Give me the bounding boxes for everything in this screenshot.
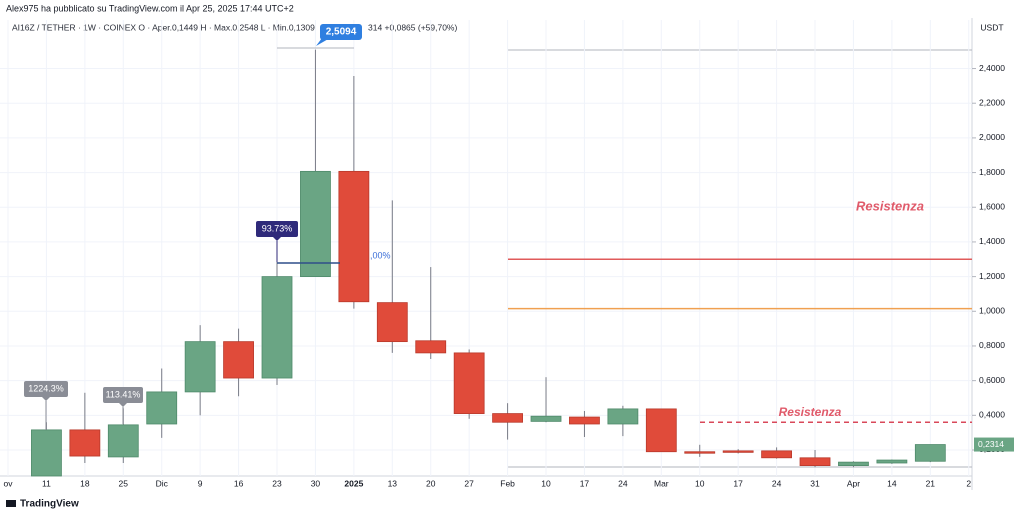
candle-body [722, 450, 754, 453]
last-price-label: 0,2314 [978, 439, 1004, 449]
y-tick-label: 1,6000 [979, 202, 1005, 212]
x-tick-label: 21 [926, 478, 936, 488]
candle-body [838, 461, 869, 466]
candle-body [223, 341, 254, 379]
candle-body [338, 170, 370, 303]
x-tick-label: 24 [618, 478, 628, 488]
candle-body [415, 340, 447, 354]
candle-body [184, 341, 216, 393]
axis-unit: USDT [980, 22, 1003, 32]
annotation-text: 93.73% [262, 223, 293, 233]
candle-body [492, 413, 523, 423]
x-tick-label: 2 [966, 478, 971, 488]
candle-body [876, 459, 908, 464]
y-tick-label: 0,6000 [979, 375, 1005, 385]
resistance-label: Resistenza [779, 405, 842, 419]
candle-body [107, 424, 139, 458]
annotation-badge [256, 221, 298, 237]
y-tick-label: 1,0000 [979, 306, 1005, 316]
high-badge [320, 24, 362, 40]
candle-body [31, 429, 62, 477]
y-tick-label: 2,0000 [979, 132, 1005, 142]
brand-name: TradingView [20, 499, 79, 510]
change-legend: 314 +0,0865 (+59,70%) [368, 22, 457, 32]
annotation-badge [103, 387, 143, 403]
annotation-text: 1224.3% [28, 383, 64, 393]
x-tick-label: Apr [847, 478, 860, 488]
y-tick-label: 1,8000 [979, 167, 1005, 177]
y-tick-label: 2,2000 [979, 97, 1005, 107]
x-tick-label: 16 [234, 478, 244, 488]
annotation-pointer [42, 397, 50, 401]
candle-body [645, 408, 677, 453]
x-tick-label: 17 [580, 478, 590, 488]
x-tick-label: 31 [810, 478, 820, 488]
high-text: 2,5094 [326, 27, 357, 38]
x-tick-label: 27 [464, 478, 474, 488]
candle-body [453, 352, 485, 414]
x-tick-label: 17 [733, 478, 743, 488]
y-tick-label: 1,2000 [979, 271, 1005, 281]
resistance-label: Resistenza [856, 198, 924, 213]
candle-body [914, 444, 946, 462]
x-tick-label: 10 [695, 478, 705, 488]
candle-body [799, 457, 831, 466]
candle-body [607, 408, 639, 425]
y-tick-label: 1,4000 [979, 236, 1005, 246]
x-tick-label: 13 [388, 478, 398, 488]
candle-body [69, 429, 101, 457]
x-tick-label: 10 [541, 478, 551, 488]
candle-body [376, 302, 408, 343]
annotation-text: 113.41% [106, 389, 141, 399]
x-tick-label: Mar [654, 478, 669, 488]
annotation-pointer [273, 237, 281, 241]
brand-logo [6, 500, 16, 507]
x-tick-label: 20 [426, 478, 436, 488]
x-tick-label: 18 [80, 478, 90, 488]
x-tick-label: ov [4, 478, 14, 488]
y-tick-label: 0,8000 [979, 340, 1005, 350]
annotation-pointer [119, 403, 127, 407]
x-tick-label: 24 [772, 478, 782, 488]
x-tick-label: 14 [887, 478, 897, 488]
y-tick-label: 0,4000 [979, 410, 1005, 420]
x-tick-label: 2025 [344, 478, 363, 488]
x-tick-label: 30 [311, 478, 321, 488]
x-tick-label: 25 [119, 478, 129, 488]
candle-body [261, 276, 293, 379]
measure-text: ,00% [370, 250, 391, 260]
candle-body [569, 416, 600, 425]
x-tick-label: 11 [42, 478, 51, 488]
candle-body [300, 170, 331, 278]
annotation-badge [24, 381, 68, 397]
brand: TradingView [6, 499, 79, 510]
candle-body [761, 450, 792, 459]
high-pointer [316, 38, 330, 46]
symbol-legend: AI16Z / TETHER · 1W · COINEX O · Aper.0,… [12, 22, 315, 32]
x-tick-label: 23 [272, 478, 282, 488]
y-tick-label: 2,4000 [979, 63, 1005, 73]
last-price-badge [974, 437, 1014, 452]
x-tick-label: 9 [198, 478, 203, 488]
x-tick-label: Feb [500, 478, 515, 488]
candle-body [530, 415, 562, 422]
candle-body [684, 451, 716, 454]
candle-body [146, 391, 178, 425]
x-tick-label: Dic [156, 478, 169, 488]
publisher-line: Alex975 ha pubblicato su TradingView.com… [6, 3, 294, 13]
